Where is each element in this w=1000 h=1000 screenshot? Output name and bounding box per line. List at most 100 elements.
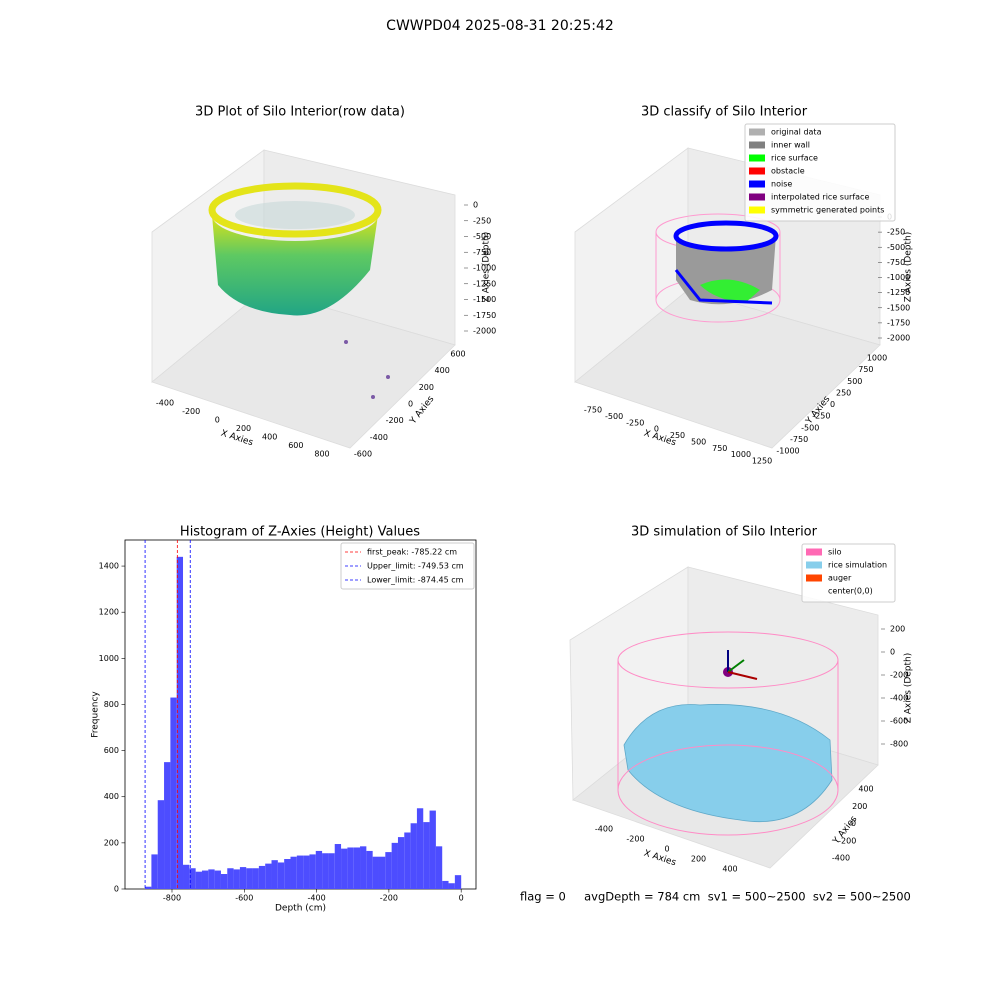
figure-title: CWWPD04 2025-08-31 20:25:42: [386, 18, 614, 34]
y-tick-label: 1000: [867, 354, 887, 363]
x-tick-label: -750: [584, 406, 602, 415]
legend-swatch: [806, 587, 822, 595]
x-tick-label: 400: [262, 433, 277, 442]
legend-box: [340, 542, 475, 590]
x-tick-label: -250: [626, 418, 644, 427]
bar: [233, 869, 240, 889]
bar: [157, 800, 165, 889]
y-tick-label: -200: [386, 416, 404, 425]
bar: [372, 856, 379, 889]
z-tick-label: -250: [473, 216, 491, 225]
y-tick-label: -1000: [776, 447, 799, 456]
y-tick-label: 1200: [99, 608, 119, 617]
bar: [423, 822, 430, 889]
bar: [435, 846, 443, 889]
bar: [195, 871, 202, 889]
bar: [252, 868, 259, 889]
x-tick-label: 600: [288, 441, 303, 450]
legend-swatch: [749, 206, 765, 214]
x-tick-label: -200: [626, 835, 644, 844]
bar: [309, 854, 316, 889]
y-tick-label: 600: [450, 350, 465, 359]
z-tick-label: 0: [890, 648, 895, 657]
y-tick-label: 0: [830, 400, 835, 409]
z-tick-label: -1500: [473, 295, 496, 304]
legend-swatch: [749, 167, 765, 175]
y-tick-label: -250: [812, 412, 830, 421]
bar: [442, 880, 449, 889]
y-tick-label: 0: [114, 885, 119, 894]
legend-label: rice surface: [771, 154, 818, 163]
x-tick-label: 800: [314, 450, 329, 459]
z-tick-label: -750: [473, 248, 491, 257]
z-tick-label: -1250: [887, 288, 910, 297]
bar: [353, 847, 361, 889]
bar: [404, 832, 411, 889]
z-tick-label: -800: [890, 740, 908, 749]
legend-swatch: [806, 548, 822, 556]
x-tick-label: -400: [156, 399, 174, 408]
bar: [265, 863, 272, 889]
x-tick-label: -800: [163, 894, 181, 903]
z-axis-label: Z Axies (Depth): [482, 232, 492, 303]
bar: [341, 848, 348, 889]
z-tick-label: -1000: [887, 273, 910, 282]
legend-swatch: [749, 154, 765, 162]
bar: [448, 883, 455, 889]
bar: [322, 853, 329, 889]
z-tick-label: -1750: [887, 318, 910, 327]
bar: [416, 808, 424, 889]
x-tick-label: 1250: [752, 457, 772, 466]
x-axis-label: Depth (cm): [275, 904, 326, 914]
y-tick-label: 200: [852, 802, 867, 811]
x-tick-label: 750: [712, 444, 727, 453]
bar: [303, 855, 310, 889]
y-tick-label: -400: [370, 433, 388, 442]
bar: [410, 823, 417, 889]
y-tick-label: 400: [104, 792, 119, 801]
z-tick-label: -1000: [473, 264, 496, 273]
y-tick-label: 200: [419, 383, 434, 392]
bar: [227, 868, 234, 889]
status-text: flag = 0 avgDepth = 784 cm sv1 = 500~250…: [520, 890, 911, 904]
legend-label: first_peak: -785.22 cm: [367, 548, 457, 557]
legend-label: Lower_limit: -874.45 cm: [367, 576, 464, 585]
x-tick-label: 0: [215, 416, 220, 425]
y-tick-label: 200: [104, 838, 119, 847]
z-tick-label: -200: [890, 671, 908, 680]
legend-label: noise: [771, 180, 792, 189]
z-tick-label: -600: [890, 717, 908, 726]
x-tick-label: 400: [722, 865, 737, 874]
z-tick-label: -2000: [473, 327, 496, 336]
legend-swatch: [749, 193, 765, 201]
z-tick-label: -500: [473, 232, 491, 241]
y-tick-label: -400: [832, 854, 850, 863]
z-tick-label: -2000: [887, 334, 910, 343]
z-tick-label: -400: [890, 694, 908, 703]
legend-label: interpolated rice surface: [771, 193, 869, 202]
bar: [277, 862, 285, 889]
z-tick-label: -1750: [473, 311, 496, 320]
chart-title: 3D Plot of Silo Interior(row data): [195, 105, 405, 120]
x-tick-label: -600: [235, 894, 253, 903]
x-tick-label: 500: [691, 437, 706, 446]
legend-swatch: [749, 141, 765, 149]
x-tick-label: -500: [605, 412, 623, 421]
y-tick-label: 1400: [99, 562, 119, 571]
legend-swatch: [749, 180, 765, 188]
x-tick-label: 0: [459, 894, 464, 903]
y-tick-label: 0: [851, 819, 856, 828]
x-tick-label: -400: [595, 825, 613, 834]
bar: [208, 869, 215, 889]
legend-label: Upper_limit: -749.53 cm: [367, 562, 464, 571]
legend-label: obstacle: [771, 167, 805, 176]
z-tick-label: -1500: [887, 303, 910, 312]
y-tick-label: 1000: [99, 654, 119, 663]
point-cloud: [655, 213, 781, 323]
bar: [296, 855, 304, 889]
point-cloud: [208, 182, 390, 399]
bar: [246, 868, 253, 889]
legend-swatch: [749, 128, 765, 136]
bar: [201, 870, 209, 889]
y-tick-label: 250: [836, 388, 851, 397]
